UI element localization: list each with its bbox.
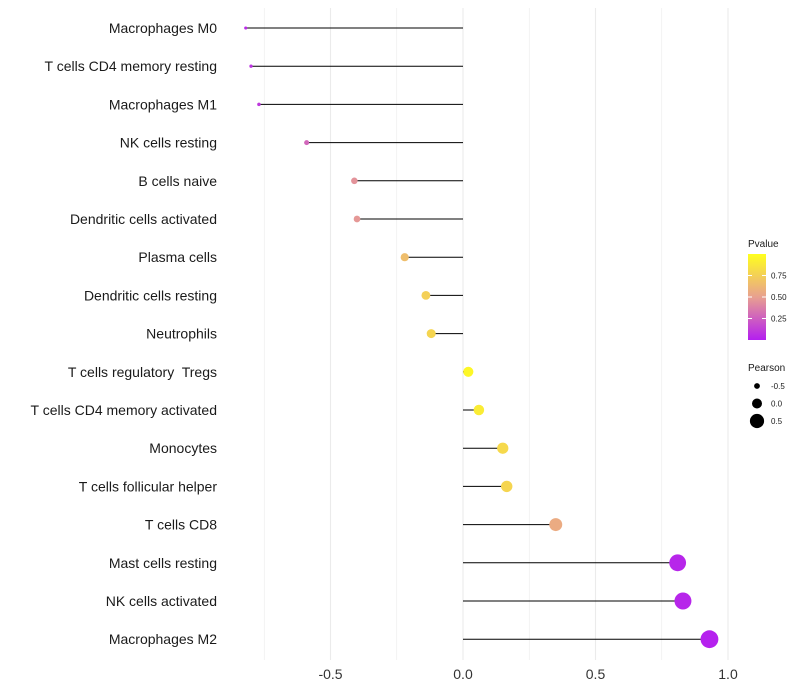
pearson-legend-dot [749,413,765,429]
lollipop-point [497,442,509,454]
colorbar-tick-label: 0.25 [771,315,787,324]
category-label: Macrophages M0 [109,20,217,36]
category-label: Macrophages M1 [109,96,217,112]
pearson-legend-label: 0.0 [771,400,783,409]
lollipop-point [674,592,692,610]
x-tick-label: 0.0 [453,666,473,682]
lollipop-point [421,290,431,300]
x-tick-label: 1.0 [718,666,738,682]
pearson-legend-label: 0.5 [771,417,783,426]
pearson-legend-dot [754,383,760,389]
grid-layer [263,8,729,660]
category-label: Mast cells resting [109,555,217,571]
pearson-legend-items: -0.5 0.0 0.5 [749,382,785,429]
lollipop-point [304,140,310,146]
lollipop-point [351,177,358,185]
point-layer [244,26,719,649]
x-tick-label: 0.5 [586,666,606,682]
pvalue-legend-ticks: 0.25 0.50 0.75 [748,272,787,324]
lollipop-point [669,554,687,572]
category-label: Dendritic cells resting [84,287,217,303]
lollipop-point [426,329,436,339]
category-label: Dendritic cells activated [70,211,217,227]
segment-layer [245,27,710,640]
pvalue-colorbar [748,254,766,340]
category-label: T cells regulatory Tregs [68,364,217,380]
pearson-legend-title: Pearson [748,363,785,374]
category-label: NK cells resting [120,135,217,151]
pearson-legend-label: -0.5 [771,382,785,391]
category-label: T cells CD4 memory resting [45,58,217,74]
category-label: Monocytes [149,440,217,456]
category-label: T cells follicular helper [79,478,218,494]
legend: Pvalue 0.25 0.50 0.75 Pearson -0.5 0.0 0.5 [748,239,787,429]
category-label: Macrophages M2 [109,631,217,647]
lollipop-point [473,404,485,416]
category-label: Neutrophils [146,326,217,342]
lollipop-point [463,366,474,377]
pvalue-legend-title: Pvalue [748,239,779,250]
category-label: Plasma cells [138,249,217,265]
category-label: B cells naive [138,173,217,189]
lollipop-point [700,630,719,649]
lollipop-point [353,215,361,223]
category-label: NK cells activated [106,593,217,609]
lollipop-point [501,480,513,493]
x-tick-label: -0.5 [318,666,342,682]
lollipop-point [244,26,248,30]
lollipop-point [400,253,409,262]
pearson-legend-dot [752,398,762,409]
lollipop-point [549,518,563,532]
lollipop-point [257,102,261,107]
category-labels: Macrophages M0 T cells CD4 memory resting… [31,20,218,647]
category-label: T cells CD4 memory activated [31,402,217,418]
category-label: T cells CD8 [145,517,217,533]
lollipop-point [249,64,253,68]
x-axis-ticks: -0.5 0.0 0.5 1.0 [318,666,738,682]
colorbar-tick-label: 0.50 [771,293,787,302]
colorbar-tick-label: 0.75 [771,272,787,281]
